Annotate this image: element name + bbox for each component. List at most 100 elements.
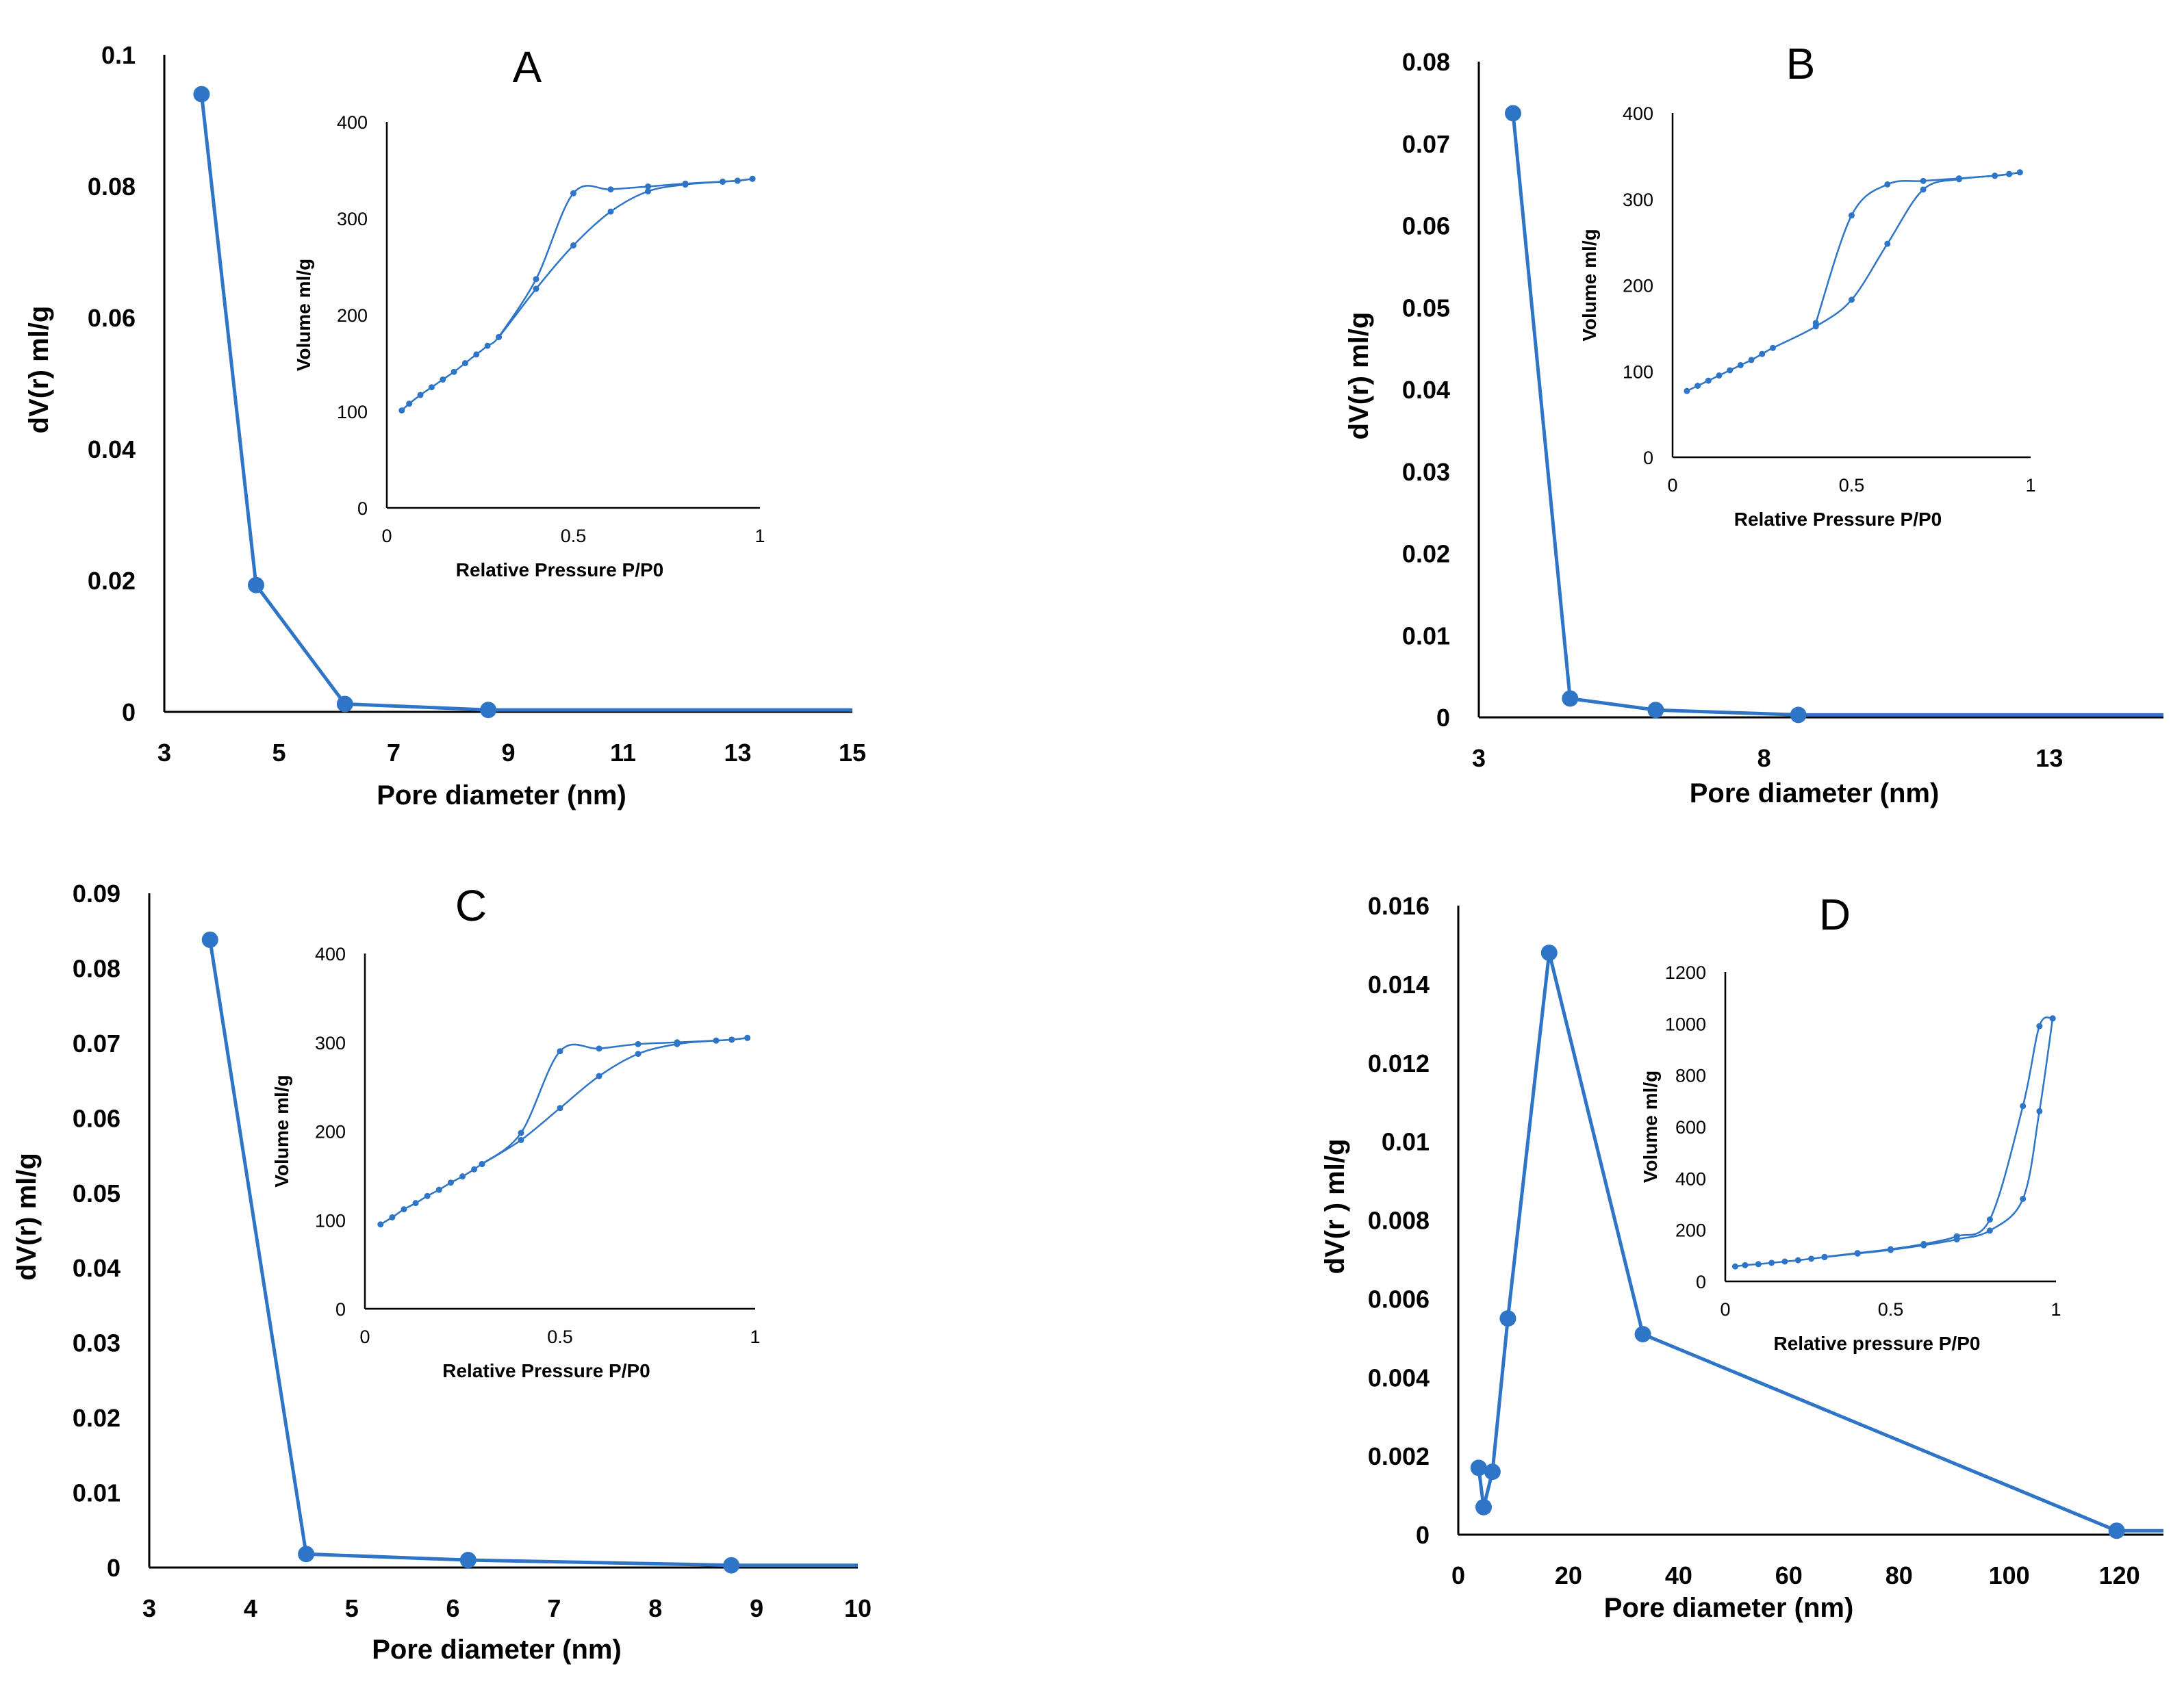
inset-data-point <box>417 392 424 398</box>
y-tick-label: 0 <box>1436 704 1450 732</box>
inset-data-point <box>459 1173 466 1180</box>
inset-data-point <box>2036 1108 2043 1114</box>
inset-chart: 0 100 200 300 400 0 0.5 1 Relative Pressure P/P0… <box>271 944 761 1381</box>
inset-data-point <box>484 342 491 349</box>
data-point <box>248 576 264 593</box>
inset-y-tick-label: 1000 <box>1665 1014 1706 1034</box>
inset-data-point <box>479 1161 485 1168</box>
inset-data-point <box>1748 357 1755 363</box>
inset-data-point <box>1808 1255 1815 1262</box>
inset-data-point <box>377 1221 384 1228</box>
y-tick-label: 0 <box>122 698 136 726</box>
inset-x-tick-label: 0.5 <box>1839 475 1865 496</box>
inset-data-point <box>1888 1246 1894 1253</box>
y-tick-label: 0.04 <box>88 435 136 463</box>
inset-y-axis-title: Volume ml/g <box>1579 229 1600 341</box>
y-tick-label: 0.06 <box>1402 212 1450 240</box>
y-tick-label: 0.04 <box>1402 376 1450 404</box>
x-tick-label: 10 <box>844 1594 872 1622</box>
inset-data-point <box>607 208 614 215</box>
inset-data-point <box>389 1214 396 1220</box>
inset-data-point <box>2016 169 2023 176</box>
data-point <box>1484 1463 1501 1481</box>
inset-x-tick-label: 0 <box>1720 1299 1730 1320</box>
y-tick-label: 0.016 <box>1368 892 1430 920</box>
inset-y-tick-label: 300 <box>315 1033 346 1053</box>
inset-data-point <box>518 1129 524 1136</box>
y-tick-label: 0.02 <box>1402 540 1450 568</box>
data-point <box>1540 944 1558 961</box>
x-tick-label: 3 <box>157 739 171 767</box>
inset-data-point <box>570 190 576 196</box>
data-point <box>1790 706 1807 724</box>
inset-data-point <box>1759 350 1766 357</box>
data-point <box>1634 1326 1651 1343</box>
inset-x-axis-title: Relative pressure P/P0 <box>1774 1333 1981 1354</box>
x-axis-title: Pore diameter (nm) <box>372 1635 622 1665</box>
y-tick-label: 0.05 <box>1402 294 1450 322</box>
y-axis-title: dV(r) ml/g <box>1344 312 1374 440</box>
inset-y-tick-label: 0 <box>1643 448 1653 468</box>
inset-y-tick-label: 400 <box>1675 1168 1706 1189</box>
inset-data-point <box>533 276 539 283</box>
inset-y-tick-label: 200 <box>337 305 368 326</box>
y-tick-label: 0.004 <box>1368 1364 1430 1392</box>
inset-x-tick-label: 0 <box>381 526 392 546</box>
inset-data-point <box>450 368 457 375</box>
data-point <box>1647 702 1664 719</box>
inset-x-axis-title: Relative Pressure P/P0 <box>1734 509 1942 530</box>
y-tick-label: 0.03 <box>73 1329 120 1357</box>
inset-x-tick-label: 0.5 <box>1878 1299 1904 1320</box>
inset-chart: 0 100 200 300 400 0 0.5 1 Relative Pressure P/P0… <box>1579 103 2036 530</box>
inset-data-point <box>1920 1240 1927 1247</box>
inset-data-point <box>1884 181 1891 188</box>
inset-chart: 0 200 400 600 800 1000 1200 0 0.5 1 Relative press… <box>1640 962 2061 1354</box>
inset-data-point <box>1986 1216 1993 1223</box>
inset-data-point <box>713 1037 720 1044</box>
inset-y-axis-title: Volume ml/g <box>1640 1071 1661 1183</box>
y-tick-label: 0.008 <box>1368 1207 1430 1235</box>
inset-data-point <box>461 360 468 366</box>
y-tick-label: 0.01 <box>73 1479 120 1507</box>
x-tick-label: 15 <box>839 739 866 767</box>
inset-data-point <box>1849 296 1855 303</box>
data-point <box>2108 1522 2125 1539</box>
inset-data-point <box>406 400 413 407</box>
inset-data-point <box>1694 383 1701 389</box>
inset-x-tick-label: 1 <box>2025 475 2035 496</box>
inset-adsorption-curve <box>380 1037 748 1225</box>
inset-data-point <box>412 1200 419 1207</box>
x-tick-label: 5 <box>345 1594 359 1622</box>
panel-label: D <box>1819 890 1851 939</box>
inset-data-point <box>2020 1103 2027 1110</box>
inset-data-point <box>424 1192 431 1199</box>
x-tick-label: 4 <box>244 1594 257 1622</box>
inset-data-point <box>1731 1263 1738 1270</box>
y-tick-label: 0.07 <box>73 1030 120 1058</box>
inset-data-point <box>533 285 539 292</box>
chart-panel-c: 0 0.01 0.02 0.03 0.04 0.05 0.06 0.07 0.08 0.09 3 4 5… <box>12 880 872 1665</box>
inset-adsorption-curve <box>1686 171 2020 392</box>
x-tick-label: 8 <box>648 1594 662 1622</box>
panel-label: C <box>455 881 487 930</box>
inset-data-point <box>2036 1023 2043 1030</box>
inset-data-point <box>1812 320 1819 327</box>
inset-data-point <box>1884 240 1891 247</box>
inset-data-point <box>2006 170 2013 177</box>
inset-y-tick-label: 400 <box>315 944 346 964</box>
y-axis-title: dV(r) ml/g <box>12 1153 42 1281</box>
panel-label: B <box>1786 39 1816 88</box>
inset-x-tick-label: 1 <box>754 526 765 546</box>
inset-data-point <box>2020 1195 2027 1202</box>
x-tick-label: 6 <box>446 1594 460 1622</box>
x-tick-label: 60 <box>1775 1561 1803 1589</box>
inset-y-tick-label: 200 <box>1675 1220 1706 1241</box>
inset-data-point <box>1854 1250 1861 1257</box>
series-line <box>199 94 852 712</box>
inset-y-tick-label: 100 <box>337 402 368 422</box>
inset-data-point <box>744 1034 751 1041</box>
inset-data-point <box>1716 372 1723 379</box>
inset-data-point <box>570 242 576 248</box>
